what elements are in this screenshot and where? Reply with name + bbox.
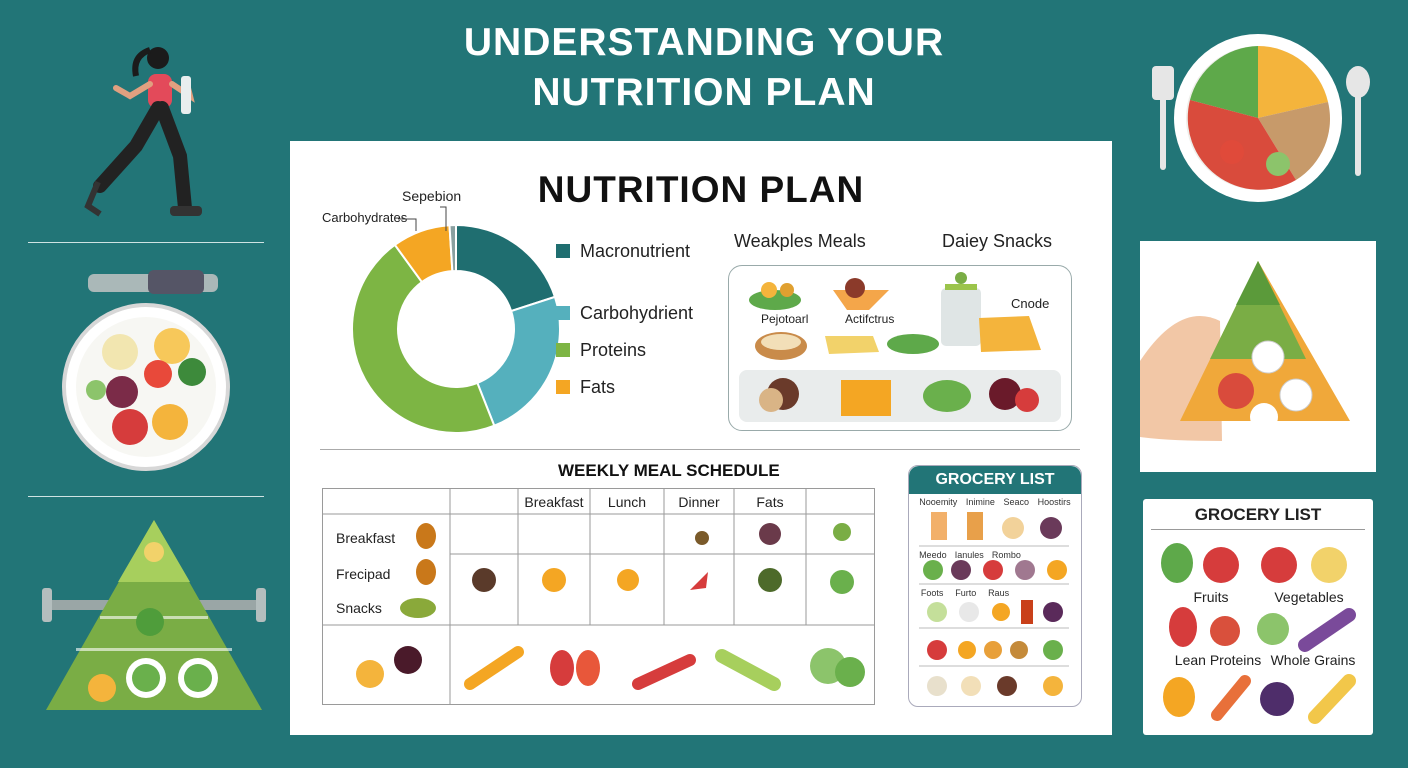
donut-label-left: Carbohydrates (322, 210, 408, 225)
legend-item-fats: Fats (556, 376, 756, 398)
legend-item-macronutrient: Macronutrient (556, 240, 756, 262)
grocery-caption: Rombo (991, 550, 1021, 560)
grocery-caption: Meedo (919, 550, 947, 560)
mini-grocery-caption-row-1: Nooemity Inimine Seaco Hoostirs (915, 497, 1075, 507)
donut-slice-macronutrient (455, 223, 557, 313)
grocery-caption: Raus (988, 588, 1010, 598)
plate-with-cutlery-illustration (1152, 34, 1370, 202)
meal-caption-b: Actifctrus (845, 312, 895, 326)
grocery-caption: Inimine (965, 497, 995, 507)
title-line-2: NUTRITION PLAN (532, 71, 876, 114)
title-line-1: UNDERSTANDING YOUR (463, 21, 945, 64)
legend-swatch (556, 380, 570, 394)
grocery-caption: Seaco (1003, 497, 1030, 507)
left-divider-2 (28, 496, 264, 497)
schedule-row-breakfast: Breakfast (336, 530, 396, 546)
legend-label: Fats (580, 376, 616, 397)
meal-caption-a: Pejotoarl (761, 312, 809, 326)
meals-food-icons (739, 272, 1061, 422)
donut-slice-sepebion (448, 223, 457, 273)
label-vegetables: Vegetables (1274, 589, 1344, 605)
board-divider (320, 449, 1080, 450)
mini-grocery-caption-row-3: Foots Furto Raus (915, 588, 1015, 598)
donut-label-top: Sepebion (402, 188, 462, 204)
right-grocery-food-icons (1161, 543, 1356, 724)
right-grocery-card: GROCERY LIST Fruits Vegetables Lean Prot… (1143, 499, 1373, 735)
schedule-col-breakfast: Breakfast (524, 494, 584, 510)
hand-pyramid-card (1140, 241, 1376, 472)
right-grocery-rule (1151, 529, 1365, 530)
food-pyramid-illustration (42, 520, 266, 710)
mini-grocery-card: GROCERY LIST Nooemity Inimine Seaco Hoos… (908, 465, 1082, 707)
label-lean-proteins: Lean Proteins (1174, 652, 1262, 668)
legend-swatch (556, 244, 570, 258)
schedule-col-fats: Fats (756, 494, 784, 510)
label-fruits: Fruits (1193, 589, 1229, 605)
macronutrient-donut-chart (351, 223, 561, 434)
schedule-grid-lines (322, 488, 875, 705)
legend-label: Proteins (580, 339, 647, 360)
legend-label: Macronutrient (580, 240, 691, 261)
schedule-row-snacks: Snacks (336, 600, 382, 616)
donut-slice-carbohydrient (476, 295, 561, 427)
legend-swatch (556, 306, 570, 320)
plate-illustration (62, 270, 230, 471)
schedule-food-icons (356, 523, 865, 691)
left-divider-1 (28, 242, 264, 243)
mini-grocery-food-icons (919, 512, 1069, 696)
grocery-caption: Hoostirs (1037, 497, 1071, 507)
runner-illustration (84, 47, 202, 217)
snacks-heading: Daiey Snacks (942, 231, 1053, 251)
page-title: UNDERSTANDING YOUR NUTRITION PLAN (0, 18, 1408, 118)
legend-label: Carbohydrient (580, 302, 694, 323)
grocery-caption: Nooemity (919, 497, 958, 507)
schedule-col-lunch: Lunch (607, 494, 647, 510)
donut-slice-proteins (351, 243, 496, 434)
board-title: NUTRITION PLAN (537, 169, 865, 210)
mini-grocery-title: GROCERY LIST (909, 466, 1081, 494)
label-whole-grains: Whole Grains (1270, 652, 1356, 668)
mini-grocery-caption-row-2: Meedo Ianules Rombo (915, 550, 1025, 560)
meal-caption-c: Cnode (1011, 296, 1050, 311)
nutrition-board: NUTRITION PLAN Sepebion Carbohydrates Ma… (290, 141, 1112, 735)
hand-pyramid-illustration (1140, 261, 1350, 441)
chart-legend: Macronutrient Carbohydrient Proteins Fat… (556, 240, 756, 398)
weekly-schedule-table: Breakfast Lunch Dinner Fats Breakfast Fr… (322, 488, 876, 706)
donut-leader-lines (398, 206, 447, 231)
schedule-row-frecipad: Frecipad (336, 566, 391, 582)
legend-item-proteins: Proteins (556, 339, 756, 361)
meals-heading: Weakples Meals (734, 231, 866, 251)
grocery-caption: Furto (955, 588, 977, 598)
right-grocery-title: GROCERY LIST (1194, 505, 1322, 524)
legend-swatch (556, 343, 570, 357)
legend-item-carbohydrient: Carbohydrient (556, 302, 756, 324)
grocery-caption: Foots (920, 588, 944, 598)
meals-snacks-box: Pejotoarl Actifctrus Cnode (728, 265, 1072, 431)
schedule-title: WEEKLY MEAL SCHEDULE (558, 461, 780, 480)
grocery-caption: Ianules (954, 550, 984, 560)
schedule-col-dinner: Dinner (678, 494, 720, 510)
